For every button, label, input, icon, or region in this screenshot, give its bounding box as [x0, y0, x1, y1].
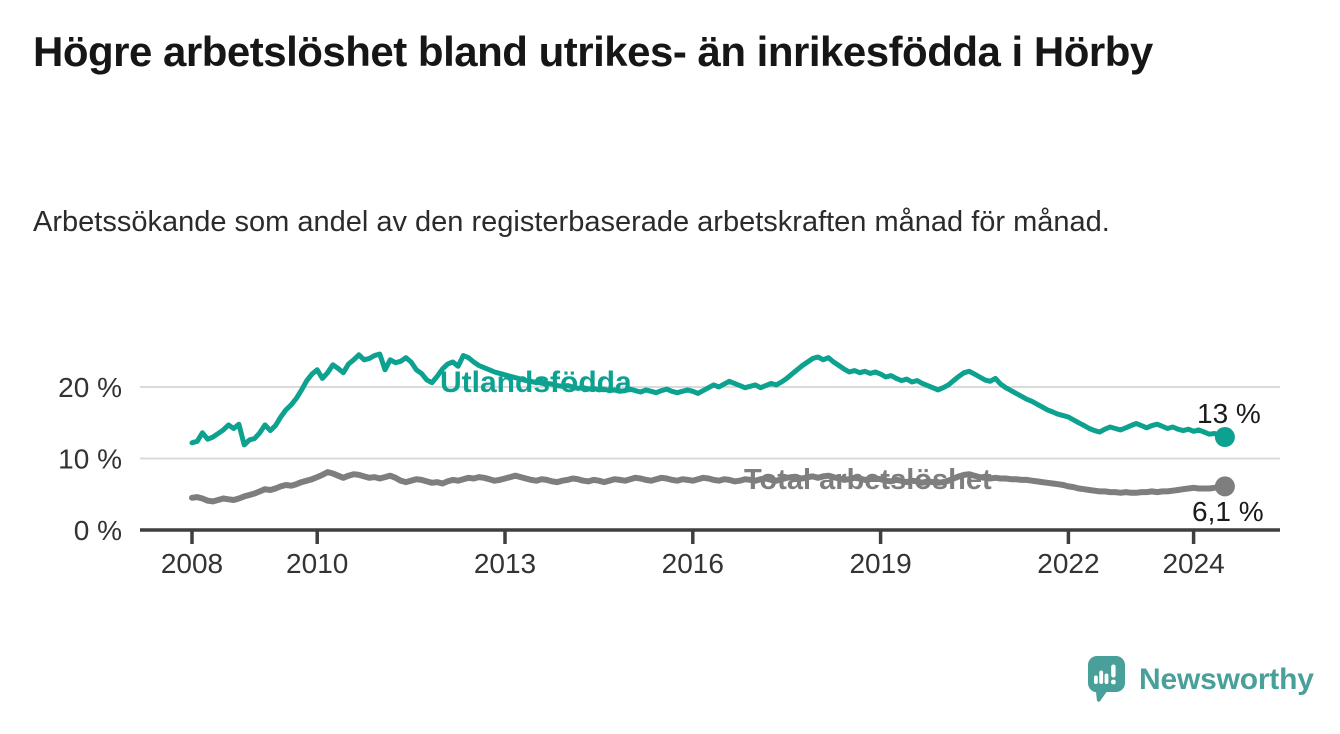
series-line-total-arbetsloshet [189, 469, 1228, 505]
end-dot-utlandsfodda [1214, 427, 1235, 448]
x-tick-label-2013: 2013 [474, 548, 536, 579]
end-dot-total-arbetsloshet [1214, 476, 1235, 497]
end-value-label-total-arbetsloshet: 6,1 % [1192, 496, 1264, 527]
series-label-utlandsfodda: Utlandsfödda [440, 366, 632, 399]
newsworthy-logo-text: Newsworthy [1139, 662, 1314, 696]
series-line-utlandsfodda [189, 351, 1228, 448]
end-value-label-utlandsfodda: 13 % [1197, 398, 1261, 429]
x-tick-label-2010: 2010 [286, 548, 348, 579]
y-tick-label-10: 10 % [58, 444, 122, 475]
y-tick-label-0: 0 % [74, 515, 122, 546]
x-tick-label-2024: 2024 [1162, 548, 1224, 579]
speech-bubble-bar-chart-icon [1088, 656, 1125, 702]
x-tick-label-2016: 2016 [662, 548, 724, 579]
newsworthy-logo: Newsworthy [1088, 656, 1314, 703]
x-tick-label-2008: 2008 [161, 548, 223, 579]
series-label-total-arbetsloshet: Total arbetslöshet [744, 464, 992, 496]
x-tick-label-2022: 2022 [1037, 548, 1099, 579]
x-tick-label-2019: 2019 [849, 548, 911, 579]
y-tick-label-20: 20 % [58, 372, 122, 403]
chart-subtitle: Arbetssökande som andel av den registerb… [33, 206, 1110, 238]
page-title: Högre arbetslöshet bland utrikes- än inr… [33, 28, 1153, 75]
